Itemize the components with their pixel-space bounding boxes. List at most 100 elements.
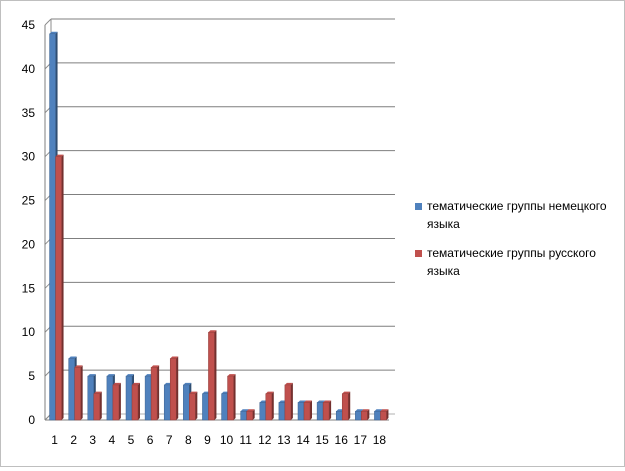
y-tick-label: 35 [22, 106, 36, 120]
x-tick-label: 7 [166, 433, 173, 447]
bar-german-6 [144, 375, 152, 421]
bar-side-russian [386, 409, 389, 420]
bar-side-russian [138, 382, 140, 420]
bar-top-german [374, 409, 383, 412]
bar-german-12 [259, 402, 267, 421]
bar-german-7 [163, 384, 171, 421]
x-tick-label: 15 [315, 433, 329, 447]
axes [44, 25, 389, 421]
y-tick-label: 25 [22, 194, 36, 208]
bar-russian-4 [112, 384, 120, 421]
bar-side-russian [99, 391, 102, 420]
x-tick-label: 14 [296, 433, 310, 447]
bar-top-russian [132, 382, 140, 385]
bar-russian-18 [380, 410, 387, 421]
bar-top-russian [361, 409, 370, 412]
bar-top-russian [284, 382, 293, 385]
bar-side-russian [329, 400, 332, 420]
bar-top-russian [208, 330, 217, 333]
x-tick-label: 9 [204, 433, 211, 447]
bar-russian-15 [322, 402, 330, 421]
bar-side-russian [157, 365, 160, 420]
x-tick-label: 4 [109, 433, 116, 447]
bar-side-russian [176, 356, 179, 420]
bar-german-18 [374, 410, 381, 421]
bar-german-5 [125, 375, 133, 421]
bar-german-17 [355, 410, 362, 421]
bar-top-russian [74, 365, 83, 368]
bar-top-russian [93, 391, 102, 394]
bar-top-german [298, 400, 306, 403]
y-tick-label: 30 [22, 150, 36, 164]
bar-side-russian [252, 409, 255, 420]
x-tick-label: 11 [239, 433, 252, 447]
bar-top-russian [227, 374, 236, 377]
bar-russian-10 [227, 375, 234, 421]
legend: тематические группы немецкого языка тема… [415, 197, 620, 291]
bars [49, 31, 389, 421]
x-tick-label: 8 [185, 433, 192, 447]
bar-german-15 [316, 402, 324, 421]
bar-side-russian [290, 382, 293, 420]
bar-top-russian [189, 391, 198, 394]
bar-top-russian [304, 400, 312, 403]
bar-top-russian [55, 154, 64, 157]
x-tick-labels: 1 2 3 4 5 6 7 8 9 10 11 12 13 14 15 16 17 18 [51, 433, 386, 447]
bar-side-russian [271, 391, 274, 420]
bar-russian-5 [131, 384, 139, 421]
bar-side-russian [80, 365, 83, 420]
bar-side-russian [233, 374, 236, 420]
bar-top-german [87, 374, 96, 377]
bar-top-russian [170, 356, 179, 359]
y-tick-label: 45 [22, 18, 36, 32]
bar-top-russian [323, 400, 332, 403]
y-tick-label: 10 [22, 325, 36, 339]
gridline-depth [44, 18, 52, 26]
x-tick-label: 5 [128, 433, 135, 447]
bar-side-russian [348, 391, 351, 420]
bar-russian-16 [341, 393, 349, 421]
bar-top-russian [112, 382, 121, 385]
y-tick-labels: 0 5 10 15 20 25 30 35 40 45 [22, 18, 36, 427]
bar-german-4 [106, 375, 114, 421]
legend-label-russian: тематические группы русского языка [427, 246, 596, 278]
bar-german-10 [221, 393, 228, 421]
bar-russian-9 [208, 331, 215, 421]
bar-russian-3 [93, 393, 101, 421]
bar-side-russian [310, 400, 312, 420]
bar-top-german [49, 31, 58, 34]
legend-item-russian: тематические группы русского языка [415, 244, 620, 280]
y-tick-label: 15 [22, 281, 36, 295]
bar-german-11 [240, 410, 247, 421]
bar-top-russian [246, 409, 255, 412]
bar-side-russian [61, 154, 64, 420]
y-tick-label: 5 [28, 369, 35, 383]
bar-top-german [240, 409, 249, 412]
bar-side-russian [214, 330, 217, 420]
bar-german-2 [68, 358, 75, 421]
bar-russian-2 [74, 367, 81, 421]
y-tick-label: 0 [28, 413, 35, 427]
x-tick-label: 2 [70, 433, 77, 447]
bar-german-9 [202, 393, 209, 421]
bar-russian-12 [265, 393, 273, 421]
x-tick-label: 10 [220, 433, 234, 447]
x-tick-label: 3 [89, 433, 96, 447]
bar-russian-6 [150, 367, 158, 421]
bar-top-russian [265, 391, 274, 394]
bar-russian-13 [284, 384, 292, 421]
bar-russian-14 [303, 402, 311, 421]
bar-german-1 [49, 33, 56, 421]
bar-top-russian [151, 365, 160, 368]
bar-german-3 [87, 375, 95, 421]
bar-russian-1 [55, 156, 62, 421]
legend-swatch-german [415, 203, 422, 210]
plot-depth-walls [44, 19, 395, 421]
bar-top-german [68, 356, 77, 359]
legend-swatch-russian [415, 250, 422, 257]
bar-side-russian [195, 391, 198, 420]
bar-german-8 [183, 384, 190, 421]
bar-top-russian [342, 391, 351, 394]
